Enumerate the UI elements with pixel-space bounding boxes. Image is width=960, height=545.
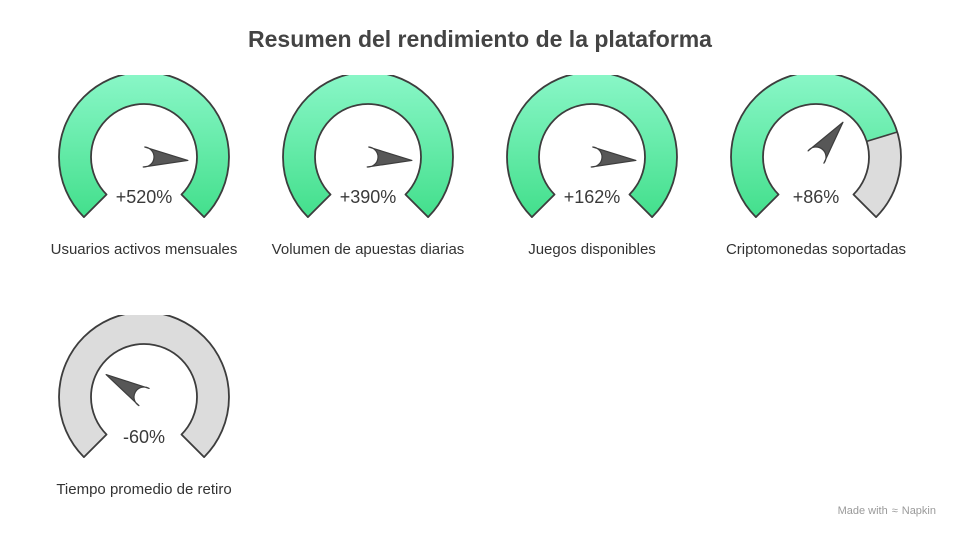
gauge-value: +86% (792, 187, 840, 207)
gauge-outline (282, 75, 454, 219)
gauge-fill-arc (507, 75, 677, 218)
gauge-needle (366, 146, 413, 168)
gauge-available-games: +162% Juegos disponibles (487, 75, 697, 305)
gauge-value: +390% (339, 187, 397, 207)
gauge-empty-arc (853, 132, 901, 218)
gauge-divider (866, 131, 898, 143)
gauge-monthly-users: +520% Usuarios activos mensuales (39, 75, 249, 305)
gauge-needle-pivot (588, 153, 596, 161)
gauge-label: Tiempo promedio de retiro (56, 481, 232, 498)
gauge-needle-pivot (140, 393, 148, 401)
gauge-needle (590, 146, 637, 168)
gauge-dial (58, 75, 230, 219)
gauge-label: Criptomonedas soportadas (725, 241, 907, 258)
page-title: Resumen del rendimiento de la plataforma (248, 26, 712, 52)
gauge-dial (282, 75, 454, 219)
gauge-outline (730, 75, 902, 219)
gauge-fill-arc (59, 75, 229, 218)
napkin-logo-icon: ≈ (891, 505, 898, 517)
gauge-outline (58, 315, 230, 459)
gauge-label: Volumen de apuestas diarias (271, 241, 465, 258)
gauge-needle (807, 121, 844, 164)
gauge-value: -60% (122, 427, 166, 447)
gauge-cryptocurrencies: +86% Criptomonedas soportadas (711, 75, 921, 305)
gauge-daily-bets: +390% Volumen de apuestas diarias (263, 75, 473, 305)
gauge-fill-arc (283, 75, 453, 218)
watermark-brand: Napkin (901, 505, 936, 517)
gauge-needle-pivot (364, 153, 372, 161)
gauge-dial (730, 75, 902, 219)
gauge-empty-arc (59, 315, 229, 458)
gauge-withdrawal-time: -60% Tiempo promedio de retiro (39, 315, 249, 545)
gauge-value: +162% (563, 187, 621, 207)
gauge-needle (142, 146, 189, 168)
gauge-dial (58, 315, 230, 459)
gauge-fill-arc (731, 75, 898, 218)
gauge-outline (58, 75, 230, 219)
gauge-label: Usuarios activos mensuales (50, 241, 238, 258)
gauge-value: +520% (115, 187, 173, 207)
napkin-watermark: Made with ≈ Napkin (838, 505, 936, 517)
gauge-dial (506, 75, 678, 219)
gauge-needle-pivot (140, 153, 148, 161)
gauge-needle-pivot (812, 153, 820, 161)
gauge-needle (105, 374, 150, 407)
gauge-outline (506, 75, 678, 219)
watermark-text: Made with (837, 505, 888, 517)
gauge-label: Juegos disponibles (528, 241, 656, 258)
